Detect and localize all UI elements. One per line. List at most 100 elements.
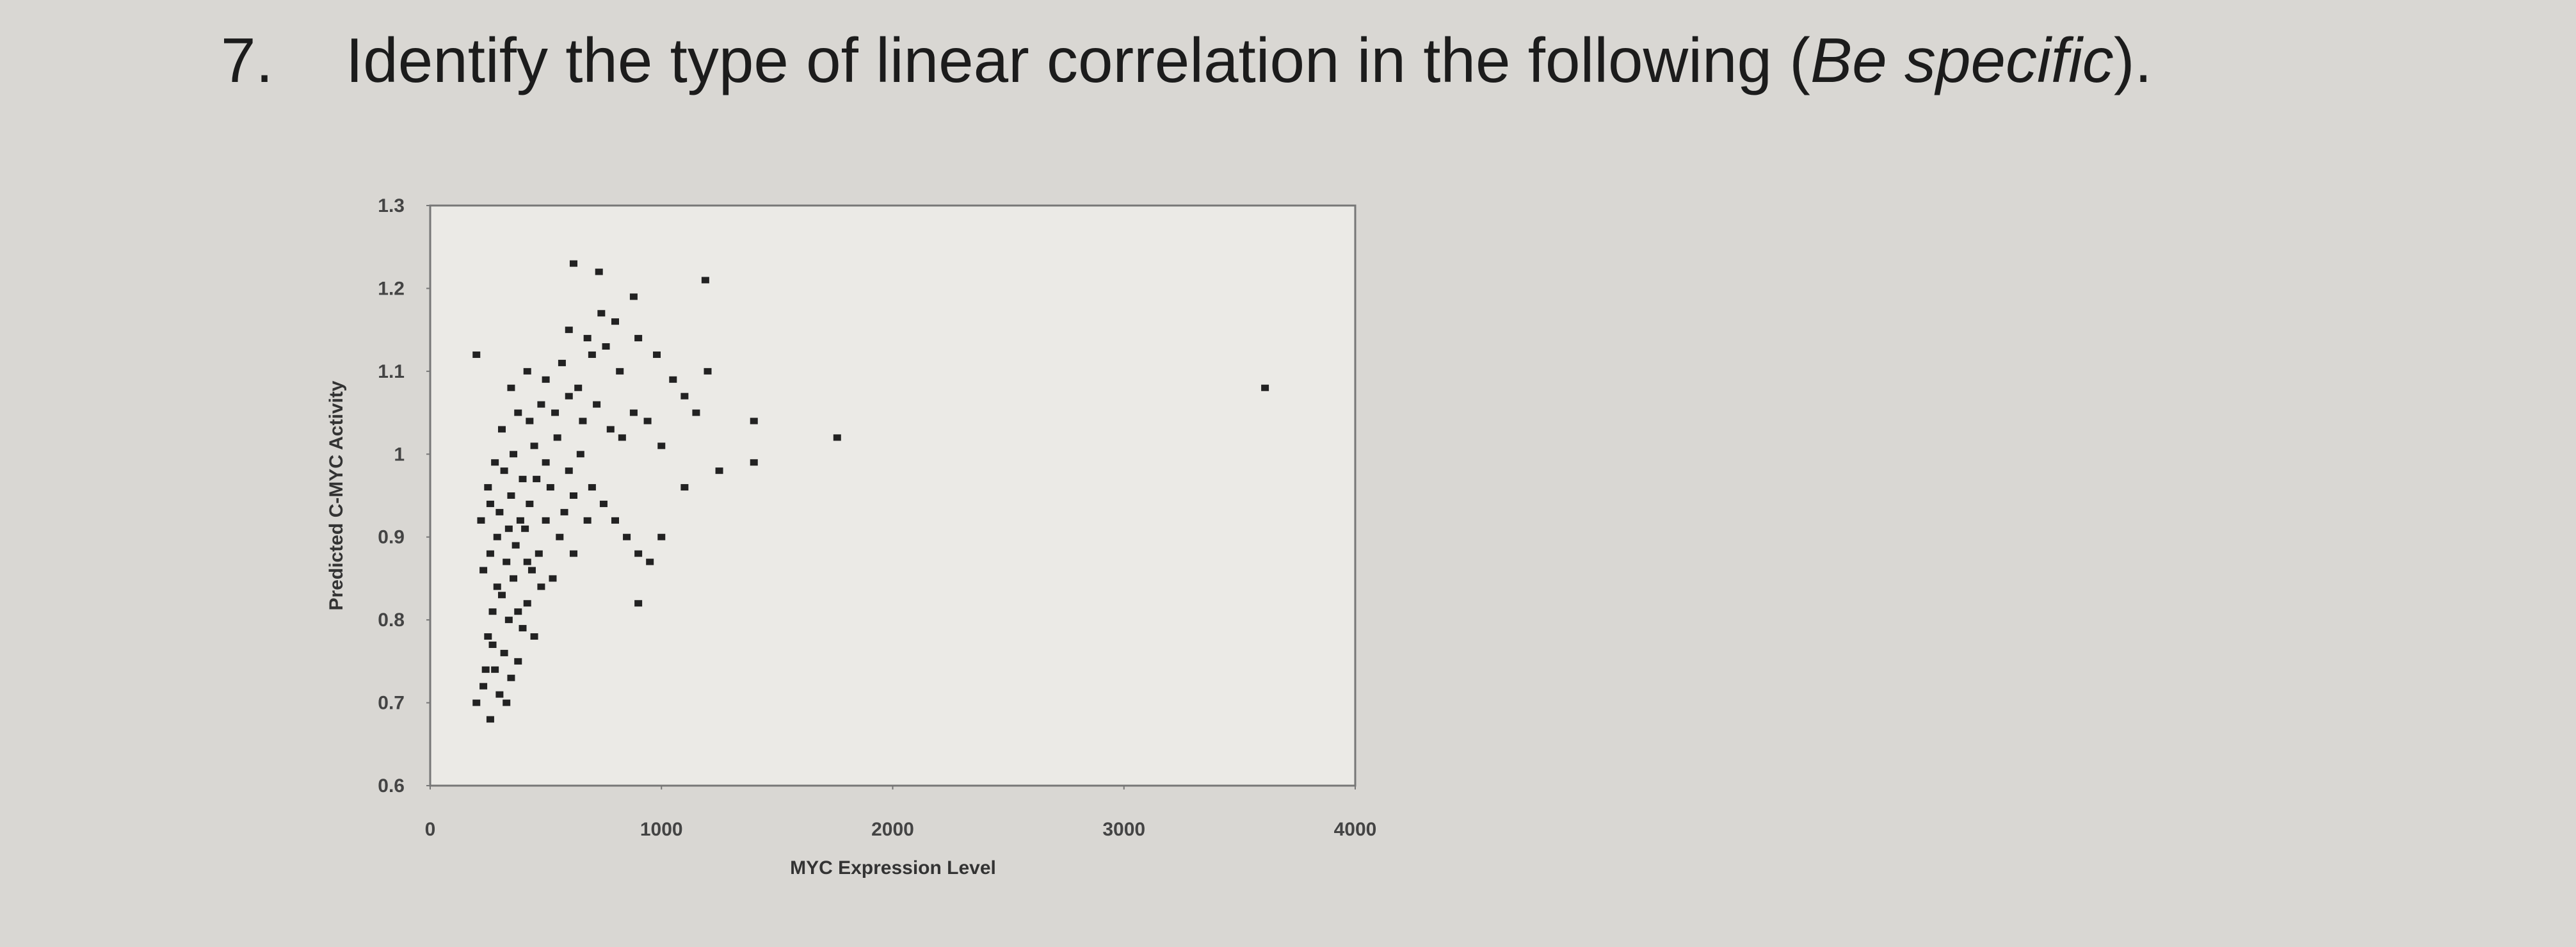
point	[576, 451, 584, 458]
point	[750, 459, 758, 466]
point	[510, 451, 518, 458]
point	[503, 558, 511, 565]
point	[595, 268, 603, 275]
point	[514, 608, 522, 615]
point	[537, 583, 545, 590]
point	[527, 567, 536, 574]
point	[523, 600, 531, 607]
point	[629, 409, 638, 416]
point	[574, 384, 583, 391]
y-tick-label: 1	[394, 444, 405, 465]
x-axis-title: MYC Expression Level	[790, 857, 996, 878]
point	[503, 699, 511, 706]
point	[680, 484, 689, 491]
point	[535, 550, 543, 557]
point	[523, 368, 531, 375]
point	[530, 442, 538, 449]
point	[479, 567, 488, 574]
point	[551, 409, 559, 416]
point	[507, 492, 515, 499]
y-axis-title: Predicted C-MYC Activity	[326, 380, 347, 610]
point	[565, 393, 573, 400]
question-text: Identify the type of linear correlation …	[346, 25, 2152, 95]
point	[533, 476, 541, 483]
point	[523, 558, 531, 565]
point	[493, 533, 501, 540]
point	[519, 476, 527, 483]
point	[634, 550, 643, 557]
point	[565, 467, 573, 474]
point	[750, 417, 758, 425]
point	[500, 649, 508, 656]
point	[692, 409, 700, 416]
point	[611, 318, 619, 325]
point	[553, 434, 561, 441]
point	[495, 691, 504, 698]
y-tick-label: 0.6	[378, 775, 405, 797]
point	[583, 335, 592, 342]
point	[629, 293, 638, 300]
point	[1261, 384, 1269, 391]
point	[680, 393, 689, 400]
x-tick-label: 4000	[1334, 819, 1377, 840]
point	[569, 260, 577, 267]
question-body: Identify the type of linear correlation …	[346, 25, 1810, 95]
point	[669, 376, 677, 383]
x-tick-label: 1000	[640, 819, 683, 840]
point	[646, 558, 654, 565]
point	[583, 517, 592, 524]
point	[491, 666, 499, 673]
point	[542, 517, 550, 524]
point	[477, 517, 485, 524]
point	[558, 359, 566, 366]
point	[602, 343, 610, 350]
point	[542, 376, 550, 383]
point	[481, 666, 490, 673]
y-tick-label: 1.1	[378, 361, 405, 382]
point	[472, 351, 481, 358]
question-emphasis: Be specific	[1810, 25, 2114, 95]
point	[657, 442, 666, 449]
point	[495, 508, 504, 515]
point	[500, 467, 508, 474]
point	[611, 517, 619, 524]
point	[542, 459, 550, 466]
point	[486, 716, 494, 723]
point	[510, 575, 518, 582]
point	[537, 401, 545, 408]
point	[599, 500, 608, 507]
point	[634, 335, 643, 342]
point	[715, 467, 723, 474]
point	[643, 417, 652, 425]
point	[526, 500, 534, 507]
x-tick-label: 0	[425, 819, 436, 840]
point	[507, 384, 515, 391]
point	[569, 492, 577, 499]
point	[486, 500, 494, 507]
point	[634, 600, 643, 607]
point	[511, 542, 520, 549]
point	[565, 327, 573, 334]
x-tick-label: 3000	[1102, 819, 1145, 840]
point	[514, 658, 522, 665]
point	[623, 533, 631, 540]
point	[530, 633, 538, 640]
point	[504, 525, 513, 532]
point	[488, 641, 497, 648]
point	[516, 517, 524, 524]
y-tick-label: 1.2	[378, 278, 405, 299]
question-number: 7.	[221, 25, 273, 95]
point	[488, 608, 497, 615]
point	[833, 434, 841, 441]
point	[556, 533, 564, 540]
point	[618, 434, 626, 441]
point	[569, 550, 577, 557]
point	[597, 310, 606, 317]
point	[653, 351, 661, 358]
point	[519, 625, 527, 632]
point	[486, 550, 494, 557]
plot-area	[429, 204, 1356, 787]
point	[507, 674, 515, 681]
